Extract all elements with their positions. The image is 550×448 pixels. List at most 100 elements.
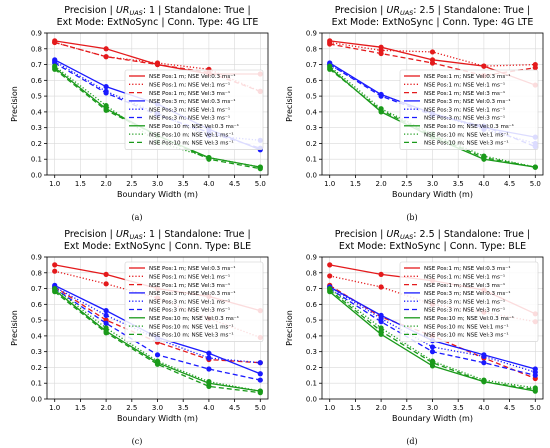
y-tick-label: 0.0 xyxy=(306,172,317,180)
legend-label: NSE Pos:10 m; NSE Vel:0.3 ms⁻¹ xyxy=(149,315,239,322)
chart-title-line2: Ext Mode: ExtNoSync | Conn. Type: 4G LTE xyxy=(332,17,534,28)
legend-label: NSE Pos:3 m; NSE Vel:1 ms⁻¹ xyxy=(424,106,505,113)
y-tick-label: 0.5 xyxy=(306,317,317,325)
legend-label: NSE Pos:1 m; NSE Vel:1 ms⁻¹ xyxy=(149,82,230,89)
legend-label: NSE Pos:10 m; NSE Vel:1 ms⁻¹ xyxy=(424,131,509,138)
x-tick-label: 1.5 xyxy=(75,404,86,412)
x-tick-label: 1.5 xyxy=(350,404,361,412)
y-tick-label: 0.9 xyxy=(31,30,42,38)
legend-label: NSE Pos:10 m; NSE Vel:0.3 ms⁻¹ xyxy=(424,315,514,322)
x-tick-label: 1.5 xyxy=(75,180,86,188)
x-tick-label: 4.5 xyxy=(229,404,240,412)
x-axis-label: Boundary Width (m) xyxy=(117,414,198,423)
data-point xyxy=(257,166,263,172)
data-point xyxy=(257,360,263,366)
x-axis-label: Boundary Width (m) xyxy=(392,190,473,199)
y-tick-label: 0.1 xyxy=(306,156,317,164)
chart-title-line1: Precision | URUAS: 2.5 | Standalone: Tru… xyxy=(335,229,531,241)
data-point xyxy=(206,355,212,361)
y-tick-label: 0.7 xyxy=(306,285,317,293)
data-point xyxy=(52,262,58,268)
legend-label: NSE Pos:1 m; NSE Vel:0.3 ms⁻¹ xyxy=(149,73,235,80)
y-tick-label: 0.5 xyxy=(31,317,42,325)
x-tick-label: 4.0 xyxy=(478,404,489,412)
y-tick-label: 0.2 xyxy=(31,140,42,148)
data-point xyxy=(103,84,109,90)
data-point xyxy=(378,319,384,325)
legend-label: NSE Pos:1 m; NSE Vel:3 ms⁻¹ xyxy=(424,282,505,289)
chart-title-line2: Ext Mode: ExtNoSync | Conn. Type: BLE xyxy=(339,241,526,252)
legend-label: NSE Pos:10 m; NSE Vel:3 ms⁻¹ xyxy=(149,140,234,147)
y-tick-label: 0.8 xyxy=(306,45,317,53)
y-tick-label: 0.4 xyxy=(31,108,43,116)
legend-label: NSE Pos:10 m; NSE Vel:3 ms⁻¹ xyxy=(424,140,509,147)
legend-label: NSE Pos:3 m; NSE Vel:0.3 ms⁻¹ xyxy=(149,290,235,297)
data-point xyxy=(481,379,487,385)
chart-c: Precision | URUAS: 1 | Standalone: True … xyxy=(10,229,269,423)
y-tick-label: 0.2 xyxy=(31,364,42,372)
y-axis-label: Precision xyxy=(10,310,19,346)
chart-title-line2: Ext Mode: ExtNoSync | Conn. Type: 4G LTE xyxy=(57,17,259,28)
x-tick-label: 3.5 xyxy=(178,180,189,188)
legend-label: NSE Pos:1 m; NSE Vel:3 ms⁻¹ xyxy=(149,282,230,289)
x-tick-label: 5.0 xyxy=(530,180,541,188)
legend-label: NSE Pos:10 m; NSE Vel:1 ms⁻¹ xyxy=(149,323,234,330)
data-point xyxy=(481,353,487,359)
x-tick-label: 4.5 xyxy=(504,180,515,188)
legend-label: NSE Pos:10 m; NSE Vel:1 ms⁻¹ xyxy=(424,323,509,330)
data-point xyxy=(52,289,58,295)
y-tick-label: 0.9 xyxy=(31,254,42,262)
y-tick-label: 0.0 xyxy=(31,172,42,180)
x-tick-label: 1.5 xyxy=(350,180,361,188)
y-tick-label: 0.7 xyxy=(31,285,42,293)
caption-c: (c) xyxy=(131,437,143,446)
chart-d: Precision | URUAS: 2.5 | Standalone: Tru… xyxy=(285,229,544,423)
legend-label: NSE Pos:10 m; NSE Vel:0.3 ms⁻¹ xyxy=(149,123,239,130)
chart-title-line1: Precision | URUAS: 1 | Standalone: True … xyxy=(64,229,250,241)
legend-label: NSE Pos:1 m; NSE Vel:3 ms⁻¹ xyxy=(424,90,505,97)
data-point xyxy=(103,107,109,113)
data-point xyxy=(429,344,436,350)
data-point xyxy=(481,360,487,366)
data-point xyxy=(378,93,384,99)
y-tick-label: 0.9 xyxy=(306,254,317,262)
data-point xyxy=(103,325,109,331)
series-line xyxy=(54,291,261,394)
data-point xyxy=(378,50,384,57)
data-point xyxy=(103,281,109,287)
data-point xyxy=(327,66,333,72)
x-tick-label: 5.0 xyxy=(530,404,541,412)
y-tick-label: 0.4 xyxy=(306,332,318,340)
data-point xyxy=(103,46,109,52)
data-point xyxy=(532,164,538,170)
x-tick-label: 4.5 xyxy=(229,180,240,188)
data-point xyxy=(52,66,58,72)
y-axis-label: Precision xyxy=(10,86,19,122)
x-tick-label: 4.0 xyxy=(478,180,489,188)
x-tick-label: 2.0 xyxy=(101,180,112,188)
x-tick-label: 1.0 xyxy=(324,404,335,412)
legend-label: NSE Pos:1 m; NSE Vel:1 ms⁻¹ xyxy=(424,82,505,89)
data-point xyxy=(327,287,333,293)
y-tick-label: 0.7 xyxy=(31,61,42,69)
data-point xyxy=(481,155,487,161)
data-point xyxy=(481,63,487,69)
y-axis-label: Precision xyxy=(285,86,294,122)
legend-label: NSE Pos:3 m; NSE Vel:0.3 ms⁻¹ xyxy=(149,98,235,105)
data-point xyxy=(103,54,109,60)
y-tick-label: 0.5 xyxy=(31,93,42,101)
data-point xyxy=(327,41,333,47)
series-line xyxy=(329,289,536,391)
data-point xyxy=(257,377,263,383)
legend-box xyxy=(399,69,539,150)
data-point xyxy=(532,372,538,378)
legend-box xyxy=(399,261,539,342)
x-axis-label: Boundary Width (m) xyxy=(392,414,473,423)
chart-title-line1: Precision | URUAS: 1 | Standalone: True … xyxy=(64,5,250,17)
data-point xyxy=(429,49,436,55)
x-tick-label: 4.0 xyxy=(203,404,214,412)
x-tick-label: 1.0 xyxy=(49,404,60,412)
data-point xyxy=(103,330,109,336)
x-tick-label: 4.5 xyxy=(504,404,515,412)
